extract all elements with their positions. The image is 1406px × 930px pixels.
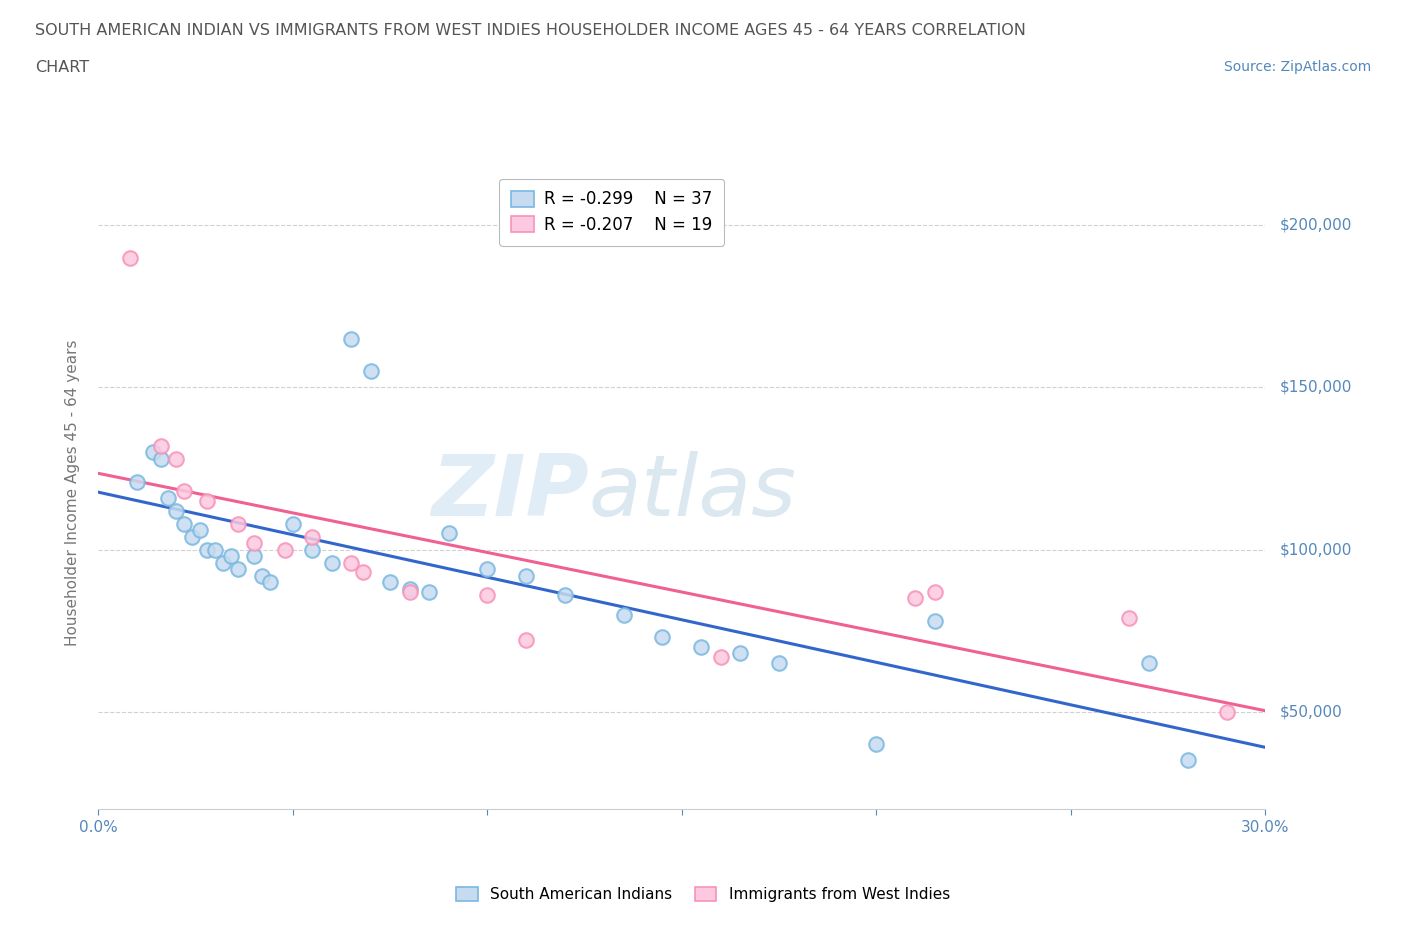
Point bbox=[259, 575, 281, 590]
Point bbox=[321, 555, 343, 570]
Point bbox=[651, 630, 673, 644]
Point bbox=[157, 490, 180, 505]
Point bbox=[301, 529, 323, 544]
Point bbox=[274, 542, 297, 557]
Legend: South American Indians, Immigrants from West Indies: South American Indians, Immigrants from … bbox=[450, 881, 956, 909]
Point bbox=[127, 474, 149, 489]
Text: $100,000: $100,000 bbox=[1279, 542, 1351, 557]
Point bbox=[204, 542, 226, 557]
Point bbox=[149, 451, 172, 466]
Text: SOUTH AMERICAN INDIAN VS IMMIGRANTS FROM WEST INDIES HOUSEHOLDER INCOME AGES 45 : SOUTH AMERICAN INDIAN VS IMMIGRANTS FROM… bbox=[35, 23, 1026, 38]
Point bbox=[924, 584, 946, 599]
Point bbox=[515, 633, 537, 648]
Point bbox=[180, 529, 202, 544]
Point bbox=[1177, 753, 1199, 768]
Point bbox=[477, 588, 499, 603]
Point bbox=[477, 562, 499, 577]
Y-axis label: Householder Income Ages 45 - 64 years: Householder Income Ages 45 - 64 years bbox=[65, 339, 80, 646]
Point bbox=[340, 331, 363, 346]
Point bbox=[865, 737, 887, 751]
Point bbox=[352, 565, 374, 579]
Point bbox=[165, 503, 187, 518]
Point bbox=[250, 568, 273, 583]
Point bbox=[173, 516, 195, 531]
Point bbox=[195, 542, 218, 557]
Point bbox=[281, 516, 304, 531]
Point bbox=[173, 484, 195, 498]
Point bbox=[149, 438, 172, 453]
Point bbox=[142, 445, 165, 459]
Point bbox=[195, 494, 218, 509]
Point bbox=[730, 646, 752, 661]
Point bbox=[768, 656, 790, 671]
Point bbox=[904, 591, 927, 605]
Point bbox=[418, 584, 440, 599]
Point bbox=[398, 584, 420, 599]
Point bbox=[1215, 704, 1237, 719]
Point bbox=[1118, 610, 1140, 625]
Point bbox=[924, 614, 946, 629]
Text: $150,000: $150,000 bbox=[1279, 380, 1351, 395]
Point bbox=[301, 542, 323, 557]
Point bbox=[228, 516, 250, 531]
Point bbox=[398, 581, 420, 596]
Point bbox=[219, 549, 242, 564]
Point bbox=[228, 562, 250, 577]
Point bbox=[1137, 656, 1160, 671]
Text: ZIP: ZIP bbox=[430, 451, 589, 535]
Point bbox=[515, 568, 537, 583]
Point bbox=[690, 640, 713, 655]
Point bbox=[340, 555, 363, 570]
Point bbox=[118, 250, 141, 265]
Text: Source: ZipAtlas.com: Source: ZipAtlas.com bbox=[1223, 60, 1371, 74]
Point bbox=[243, 549, 266, 564]
Point bbox=[212, 555, 235, 570]
Point bbox=[360, 364, 382, 379]
Text: CHART: CHART bbox=[35, 60, 89, 75]
Point bbox=[554, 588, 576, 603]
Point bbox=[243, 536, 266, 551]
Point bbox=[612, 607, 634, 622]
Text: $200,000: $200,000 bbox=[1279, 218, 1351, 232]
Text: atlas: atlas bbox=[589, 451, 797, 535]
Legend: R = -0.299    N = 37, R = -0.207    N = 19: R = -0.299 N = 37, R = -0.207 N = 19 bbox=[499, 179, 724, 246]
Point bbox=[188, 523, 211, 538]
Point bbox=[378, 575, 402, 590]
Point bbox=[710, 649, 733, 664]
Point bbox=[165, 451, 187, 466]
Text: $50,000: $50,000 bbox=[1279, 704, 1343, 719]
Point bbox=[437, 526, 460, 541]
